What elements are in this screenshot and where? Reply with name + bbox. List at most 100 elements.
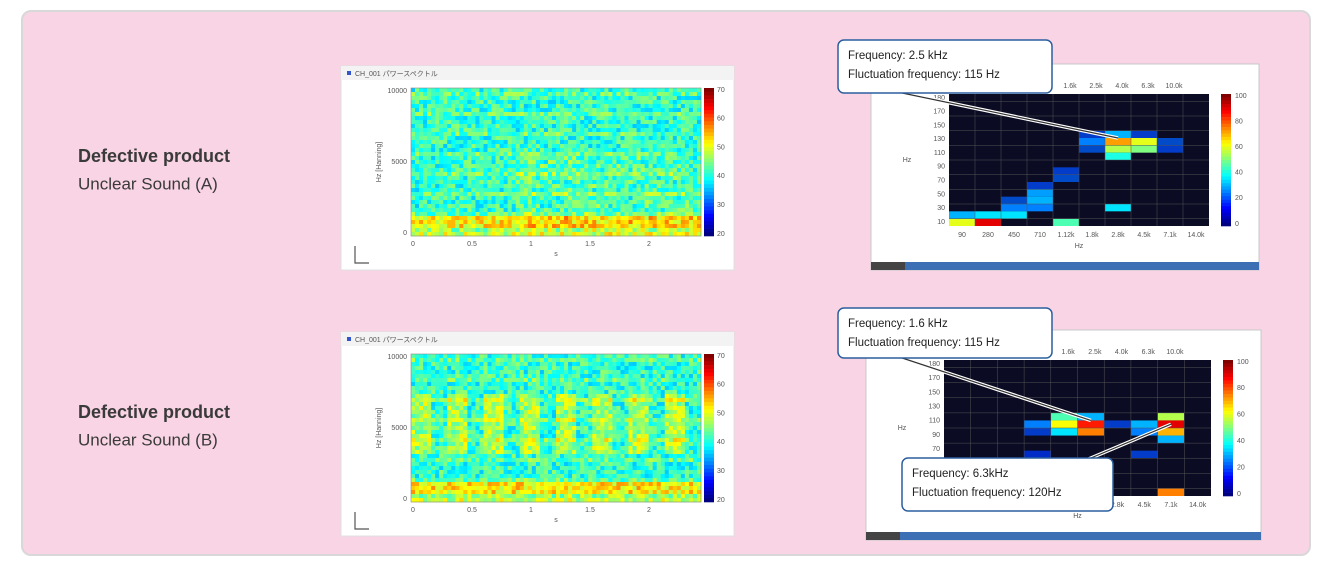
spectrogram-cell: [572, 152, 577, 157]
spectrogram-cell: [519, 128, 525, 133]
spectrogram-cell: [475, 418, 480, 423]
spectrogram-cell: [519, 124, 525, 129]
spectrogram-cell: [463, 470, 468, 475]
spectrogram-cell: [431, 232, 436, 237]
spectrogram-cell: [648, 164, 653, 169]
spectrogram-cell: [487, 414, 492, 419]
spectrogram-cell: [696, 200, 702, 205]
spectrogram-cell: [608, 366, 613, 371]
spectrogram-cell: [475, 124, 480, 129]
spectrogram-cell: [668, 394, 674, 399]
spectrogram-cell: [556, 168, 561, 173]
spectrogram-cell: [467, 438, 472, 443]
spectrogram-cell: [451, 362, 456, 367]
spectrogram-cell: [435, 426, 440, 431]
spectrogram-cell: [499, 204, 504, 209]
spectrogram-cell: [656, 116, 662, 121]
spectrogram-cell: [676, 466, 682, 471]
spectrogram-cell: [676, 176, 682, 181]
spectrogram-cell: [475, 196, 480, 201]
spectrogram-cell: [660, 116, 666, 121]
spectrogram-cell: [604, 176, 609, 181]
spectrogram-cell: [668, 362, 674, 367]
spectrogram-cell: [672, 232, 678, 237]
spectrogram-cell: [560, 92, 565, 97]
spectrogram-cell: [572, 378, 577, 383]
spectrogram-cell: [584, 418, 589, 423]
spectrogram-cell: [612, 402, 617, 407]
spectrogram-cell: [580, 172, 585, 177]
spectrogram-cell: [539, 446, 545, 451]
spectrogram-cell: [511, 120, 517, 125]
spectrogram-cell: [491, 398, 496, 403]
spectrogram-cell: [604, 414, 609, 419]
spectrogram-cell: [499, 426, 504, 431]
spectrogram-cell: [596, 394, 601, 399]
spectrogram-cell: [660, 422, 666, 427]
spectrogram-cell: [491, 92, 496, 97]
spectrogram-cell: [439, 438, 444, 443]
spectrogram-cell: [680, 168, 686, 173]
spectrogram-cell: [543, 442, 549, 447]
modulation-cell: [1131, 138, 1157, 146]
spectrogram-cell: [431, 192, 436, 197]
spectrogram-cell: [535, 164, 541, 169]
spectrogram-cell: [503, 454, 508, 459]
spectrogram-cell: [427, 406, 432, 411]
spectrogram-cell: [636, 128, 641, 133]
spectrogram-cell: [507, 132, 512, 137]
spectrogram-cell: [656, 180, 662, 185]
spectrogram-cell: [543, 470, 549, 475]
spectrogram-cell: [447, 466, 452, 471]
spectrogram-cell: [580, 232, 585, 237]
spectrogram-cell: [455, 148, 460, 153]
spectrogram-cell: [411, 410, 416, 415]
spectrogram-cell: [656, 366, 662, 371]
spectrogram-cell: [423, 390, 428, 395]
spectrogram-cell: [475, 104, 480, 109]
spectrogram-cell: [439, 152, 444, 157]
spectrogram-cell: [684, 192, 690, 197]
spectrogram-cell: [527, 454, 533, 459]
spectrogram-cell: [511, 386, 517, 391]
modulation-cell: [1131, 145, 1157, 153]
spectrogram-cell: [491, 104, 496, 109]
spectrogram-cell: [435, 216, 440, 221]
spectrogram-cell: [475, 164, 480, 169]
spectrogram-cell: [596, 442, 601, 447]
spectrogram-cell: [596, 212, 601, 217]
spectrogram-cell: [459, 120, 464, 125]
spectrogram-cell: [640, 454, 645, 459]
spectrogram-cell: [431, 152, 436, 157]
spectrogram-cell: [644, 140, 649, 145]
spectrogram-cell: [459, 220, 464, 225]
spectrogram-cell: [672, 96, 678, 101]
spectrogram-cell: [688, 418, 694, 423]
spectrogram-cell: [652, 180, 657, 185]
spectrogram-cell: [572, 116, 577, 121]
spectrogram-cell: [503, 430, 508, 435]
spectrogram-cell: [612, 394, 617, 399]
spectrogram-cell: [664, 446, 670, 451]
spectrogram-cell: [535, 100, 541, 105]
spectrogram-cell: [576, 216, 581, 221]
spectrogram-cell: [527, 140, 533, 145]
spectrogram-cell: [447, 100, 452, 105]
spectrogram-cell: [572, 232, 577, 237]
spectrogram-cell: [435, 398, 440, 403]
spectrogram-cell: [652, 132, 657, 137]
spectrogram-cell: [491, 108, 496, 113]
spectrogram-cell: [620, 164, 625, 169]
spectrogram-cell: [511, 132, 517, 137]
spectrogram-cell: [652, 188, 657, 193]
spectrogram-cell: [620, 378, 625, 383]
spectrogram-cell: [543, 100, 549, 105]
spectrogram-cell: [495, 442, 500, 447]
spectrogram-cell: [511, 160, 517, 165]
spectrogram-cell: [656, 96, 662, 101]
spectrogram-cell: [539, 112, 545, 117]
spectrogram-cell: [519, 398, 525, 403]
spectrogram-cell: [543, 414, 549, 419]
spectrogram-cell: [572, 156, 577, 161]
spectrogram-cell: [415, 406, 420, 411]
